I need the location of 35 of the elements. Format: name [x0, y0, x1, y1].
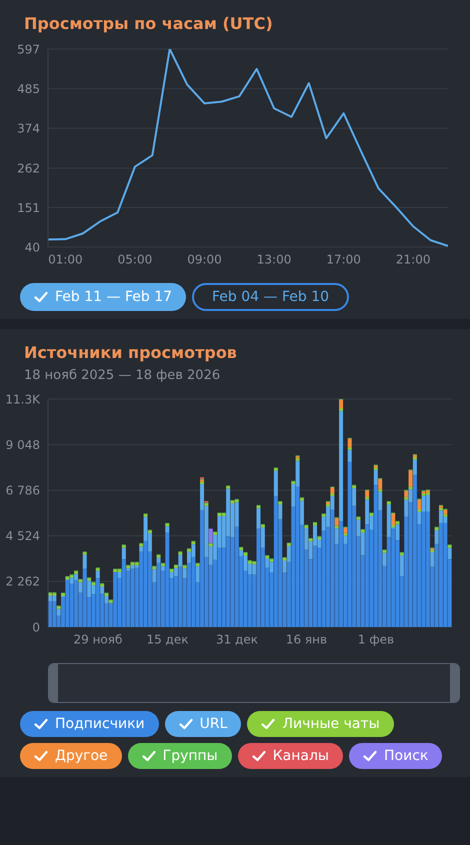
text: Другое [55, 748, 108, 764]
x-tick-label: 31 дек [216, 632, 258, 647]
x-tick-label: 09:00 [187, 252, 222, 267]
y-tick-label: 374 [17, 122, 40, 136]
text: Подписчики [55, 716, 145, 732]
y-tick-label: 151 [17, 200, 40, 215]
x-tick-label: 15 дек [146, 632, 188, 647]
y-tick-label: 262 [17, 161, 40, 176]
chart-title: Просмотры по часам (UTC) [23, 13, 274, 35]
chart-subtitle: 18 нояб 2025 — 18 фев 2026 [23, 368, 222, 385]
x-tick-label: 29 нояб [74, 632, 122, 647]
chart-title: Источники просмотров [23, 342, 238, 364]
y-tick-label: 4 524 [6, 529, 40, 544]
x-tick-label: 05:00 [118, 252, 152, 267]
x-tick-label: 16 янв [286, 632, 328, 647]
y-tick-label: 9 048 [6, 438, 40, 452]
text: Feb 04 — Feb 10 [212, 289, 330, 305]
text: Каналы [272, 748, 329, 764]
y-tick-label: 597 [17, 42, 40, 56]
text: Группы [162, 748, 218, 764]
text: Личные чаты [282, 716, 380, 732]
x-tick-label: 17:00 [326, 252, 361, 267]
y-tick-label: 2 262 [6, 574, 40, 589]
text: Поиск [384, 748, 428, 764]
y-tick-label: 0 [32, 620, 40, 634]
x-tick-label: 1 фев [358, 632, 394, 647]
text: URL [200, 716, 228, 732]
y-tick-label: 11.3K [5, 392, 42, 406]
x-tick-label: 21:00 [396, 252, 431, 267]
x-tick-label: 13:00 [256, 252, 292, 267]
x-tick-label: 01:00 [48, 252, 83, 267]
text: Feb 11 — Feb 17 [55, 289, 172, 305]
y-tick-label: 6 786 [6, 483, 40, 498]
y-tick-label: 40 [24, 240, 40, 254]
y-tick-label: 485 [17, 82, 40, 96]
